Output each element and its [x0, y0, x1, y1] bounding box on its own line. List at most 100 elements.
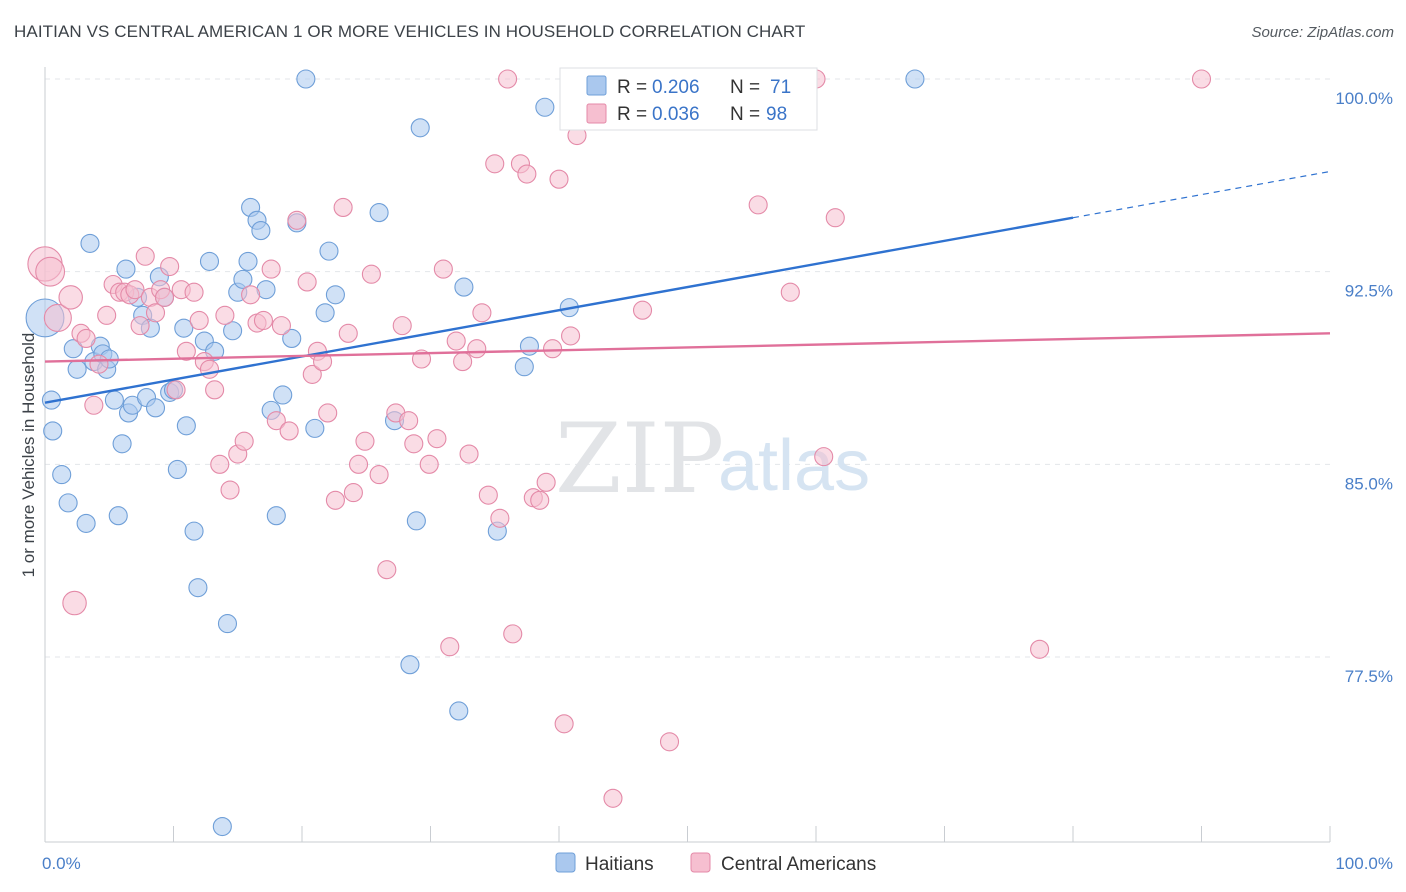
haitians-point — [449, 701, 469, 721]
central-americans-point — [318, 403, 338, 423]
legend-swatch-haitians — [586, 75, 607, 96]
haitians-point — [251, 221, 271, 241]
haitians-point — [76, 513, 96, 533]
legend-r-label: R = — [617, 104, 647, 125]
haitians-point — [266, 506, 286, 526]
central-americans-point — [825, 208, 845, 228]
chart-title: HAITIAN VS CENTRAL AMERICAN 1 OR MORE VE… — [14, 22, 806, 41]
central-americans-point — [404, 434, 424, 454]
haitians-point — [305, 418, 325, 438]
haitians-point — [454, 277, 474, 297]
central-americans-point — [135, 246, 155, 266]
central-americans-point — [253, 310, 274, 331]
haitians-point — [233, 269, 253, 289]
central-americans-point — [89, 354, 109, 374]
central-americans-point — [297, 272, 317, 292]
central-americans-point — [517, 164, 537, 184]
central-americans-point — [266, 411, 286, 431]
central-americans-point — [478, 485, 498, 505]
central-americans-point — [392, 316, 412, 336]
central-americans-point — [503, 624, 523, 644]
central-americans-point — [536, 472, 556, 492]
y-tick-label: 85.0% — [1345, 474, 1393, 493]
haitians-point — [325, 285, 345, 305]
central-americans-point — [62, 590, 87, 616]
legend-swatch-central-americans — [586, 103, 607, 124]
central-americans-point — [554, 714, 574, 734]
central-americans-point — [543, 339, 563, 359]
haitians-point — [369, 203, 389, 223]
central-americans-point — [189, 310, 209, 331]
haitians-point — [174, 318, 194, 338]
central-americans-point — [348, 454, 369, 474]
central-americans-point — [325, 490, 345, 510]
central-americans-point — [130, 316, 150, 336]
watermark-zip: ZIP — [555, 403, 724, 515]
haitians-point — [514, 357, 534, 377]
central-americans-point — [459, 444, 479, 464]
y-tick-label: 100.0% — [1335, 89, 1393, 108]
haitians-point — [223, 321, 243, 341]
central-americans-point — [176, 341, 196, 361]
haitians-point — [176, 416, 196, 436]
central-americans-point — [184, 282, 204, 302]
central-americans-point — [199, 359, 220, 379]
central-americans-point — [377, 560, 397, 580]
haitians-trend-line — [44, 216, 1074, 404]
central-americans-point — [302, 364, 322, 384]
central-americans-point — [261, 259, 281, 279]
bottom-legend-swatch-central-americans — [690, 852, 711, 873]
source-label: Source: ZipAtlas.com — [1251, 24, 1394, 41]
central-americans-point — [440, 637, 460, 657]
central-americans-point — [205, 380, 225, 400]
central-americans-point — [271, 316, 291, 336]
central-americans-point — [166, 380, 186, 400]
haitians-point — [535, 97, 555, 117]
central-americans-point — [467, 339, 487, 359]
central-americans-point — [433, 259, 453, 279]
central-americans-point — [561, 326, 581, 346]
central-americans-point — [279, 421, 299, 441]
y-tick-labels: 100.0% 92.5% 85.0% 77.5% — [1335, 89, 1393, 686]
central-americans-point — [97, 305, 117, 325]
haitians-point — [63, 339, 83, 359]
legend-n-label: N = — [730, 104, 760, 125]
central-americans-point — [453, 352, 473, 372]
haitians-point — [400, 655, 420, 675]
haitians-point — [52, 465, 72, 485]
central-americans-point — [58, 285, 83, 310]
bottom-legend-label-central-americans: Central Americans — [721, 854, 876, 875]
legend-r-value: 0.206 — [652, 77, 700, 98]
central-americans-point — [814, 447, 834, 467]
y-axis-label: 1 or more Vehicles in Household — [19, 333, 38, 578]
central-americans-point — [338, 323, 358, 343]
central-americans-point — [632, 300, 653, 320]
central-americans-point — [530, 490, 550, 510]
haitians-point — [188, 578, 208, 598]
central-americans-point — [84, 395, 104, 415]
central-americans-point — [145, 303, 166, 323]
central-americans-point — [215, 305, 235, 325]
central-americans-point — [399, 411, 419, 431]
watermark-atlas: atlas — [718, 426, 870, 506]
y-tick-label: 92.5% — [1345, 282, 1393, 301]
central-americans-point — [603, 788, 623, 808]
haitians-point — [116, 259, 136, 279]
haitians-point — [212, 816, 232, 837]
central-americans-point — [210, 454, 230, 474]
haitians-point — [167, 459, 187, 480]
central-americans-point — [35, 256, 66, 287]
haitians-point — [112, 434, 132, 454]
haitians-point — [519, 336, 539, 356]
watermark: ZIP atlas — [555, 403, 870, 515]
central-americans-point — [549, 169, 569, 189]
x-tick-label-min: 0.0% — [42, 854, 81, 873]
haitians-point — [67, 359, 87, 379]
haitians-trend-extension — [1072, 170, 1331, 219]
central-americans-point — [234, 431, 254, 451]
haitians-point — [296, 69, 316, 89]
legend-n-value: 98 — [766, 104, 787, 125]
central-americans-point — [287, 210, 307, 230]
central-americans-point — [154, 287, 175, 307]
